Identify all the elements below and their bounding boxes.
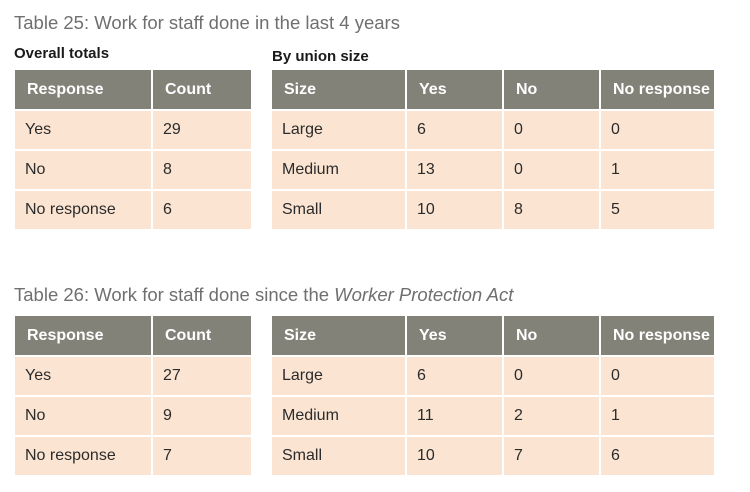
table-row: Large 6 0 0 [272, 111, 714, 149]
table-header-row: Response Count [15, 316, 251, 355]
cell-count: 9 [153, 397, 251, 435]
cell-no: 0 [504, 111, 599, 149]
overall-totals-label: Overall totals [14, 45, 110, 62]
cell-no-response: 1 [601, 397, 714, 435]
column-header-count: Count [153, 316, 251, 355]
table-26-caption-act-name: Worker Protection Act [334, 284, 514, 305]
column-header-size: Size [272, 316, 405, 355]
cell-yes: 6 [407, 111, 502, 149]
table-25-overall-totals: Response Count Yes 29 No 8 No response 6 [13, 68, 253, 231]
cell-no: 7 [504, 437, 599, 475]
table-row: Yes 27 [15, 357, 251, 395]
cell-no-response: 0 [601, 111, 714, 149]
table-row: No 8 [15, 151, 251, 189]
column-header-no-response: No response [601, 316, 714, 355]
cell-count: 29 [153, 111, 251, 149]
cell-size: Large [272, 111, 405, 149]
cell-count: 27 [153, 357, 251, 395]
cell-size: Medium [272, 151, 405, 189]
cell-response: Yes [15, 111, 151, 149]
table-header-row: Response Count [15, 70, 251, 109]
cell-response: No response [15, 191, 151, 229]
column-header-yes: Yes [407, 316, 502, 355]
cell-count: 6 [153, 191, 251, 229]
cell-response: Yes [15, 357, 151, 395]
table-row: Small 10 8 5 [272, 191, 714, 229]
cell-size: Large [272, 357, 405, 395]
cell-response: No response [15, 437, 151, 475]
cell-size: Small [272, 191, 405, 229]
table-25-by-union-size: Size Yes No No response Large 6 0 0 Medi… [270, 68, 716, 231]
table-row: Medium 11 2 1 [272, 397, 714, 435]
cell-no: 0 [504, 357, 599, 395]
table-row: No response 7 [15, 437, 251, 475]
cell-no: 0 [504, 151, 599, 189]
cell-no: 2 [504, 397, 599, 435]
cell-no: 8 [504, 191, 599, 229]
cell-size: Small [272, 437, 405, 475]
table-row: No 9 [15, 397, 251, 435]
cell-count: 8 [153, 151, 251, 189]
cell-response: No [15, 151, 151, 189]
table-row: Yes 29 [15, 111, 251, 149]
cell-yes: 10 [407, 437, 502, 475]
table-row: Small 10 7 6 [272, 437, 714, 475]
column-header-response: Response [15, 316, 151, 355]
table-25-caption-text: Table 25: Work for staff done in the las… [14, 12, 400, 33]
table-26-caption: Table 26: Work for staff done since the … [14, 284, 513, 306]
column-header-count: Count [153, 70, 251, 109]
cell-yes: 11 [407, 397, 502, 435]
column-header-size: Size [272, 70, 405, 109]
by-union-size-label: By union size [272, 48, 369, 65]
column-header-response: Response [15, 70, 151, 109]
column-header-yes: Yes [407, 70, 502, 109]
cell-response: No [15, 397, 151, 435]
table-row: Large 6 0 0 [272, 357, 714, 395]
cell-size: Medium [272, 397, 405, 435]
table-header-row: Size Yes No No response [272, 70, 714, 109]
cell-no-response: 5 [601, 191, 714, 229]
table-row: No response 6 [15, 191, 251, 229]
table-header-row: Size Yes No No response [272, 316, 714, 355]
cell-yes: 10 [407, 191, 502, 229]
cell-yes: 13 [407, 151, 502, 189]
cell-no-response: 1 [601, 151, 714, 189]
column-header-no-response: No response [601, 70, 714, 109]
table-25-caption: Table 25: Work for staff done in the las… [14, 12, 400, 34]
table-26-by-union-size: Size Yes No No response Large 6 0 0 Medi… [270, 314, 716, 477]
cell-no-response: 0 [601, 357, 714, 395]
cell-count: 7 [153, 437, 251, 475]
cell-no-response: 6 [601, 437, 714, 475]
column-header-no: No [504, 316, 599, 355]
cell-yes: 6 [407, 357, 502, 395]
table-26-overall-totals: Response Count Yes 27 No 9 No response 7 [13, 314, 253, 477]
table-row: Medium 13 0 1 [272, 151, 714, 189]
column-header-no: No [504, 70, 599, 109]
table-26-caption-text: Table 26: Work for staff done since the [14, 284, 335, 305]
